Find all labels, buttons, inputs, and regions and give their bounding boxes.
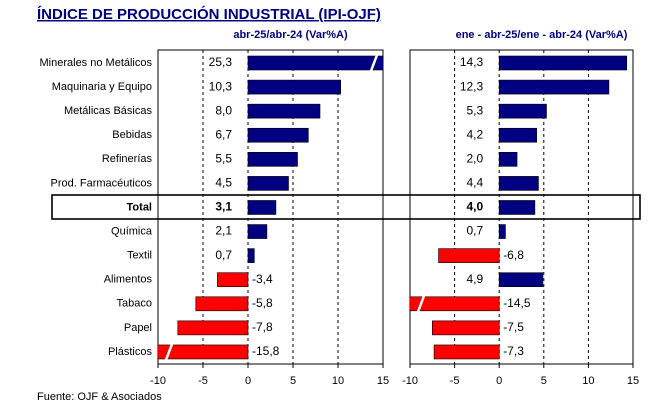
value-label: 3,1 (215, 200, 232, 214)
bar (195, 296, 249, 312)
axis-break (416, 295, 426, 313)
value-label: 14,3 (460, 55, 484, 69)
axis-break (164, 343, 174, 361)
x-tick-label: 5 (290, 375, 296, 387)
plot-frame (409, 49, 634, 365)
x-tick-label: -10 (402, 375, 418, 387)
bar (410, 296, 500, 312)
value-label: 4,4 (467, 176, 484, 190)
x-tick-label: 15 (377, 375, 389, 387)
category-label: Prod. Farmacéuticos (51, 177, 153, 189)
value-label: -7,8 (252, 320, 273, 334)
value-label: -5,8 (252, 296, 273, 310)
x-tick-label: -10 (150, 375, 166, 387)
bar (247, 152, 298, 167)
value-label: 8,0 (215, 103, 232, 117)
value-label: 5,5 (215, 151, 232, 165)
bar (438, 248, 500, 263)
value-label: 0,7 (215, 248, 232, 262)
value-label: 4,0 (467, 200, 484, 214)
value-label: 2,0 (467, 151, 484, 165)
bar (177, 320, 249, 336)
bar (247, 79, 341, 95)
bar (247, 103, 321, 119)
category-label: Bebidas (112, 129, 152, 141)
axis-break (369, 54, 379, 72)
bar (247, 224, 268, 239)
bar (498, 272, 544, 288)
bar (498, 176, 539, 191)
bar (498, 55, 628, 71)
value-label: 5,3 (467, 103, 484, 117)
bar (247, 55, 383, 71)
category-label: Alimentos (104, 274, 153, 286)
bar (247, 176, 289, 191)
panel-subtitle: ene - abr-25/ene - abr-24 (Var%A) (456, 29, 628, 41)
category-label: Papel (124, 322, 152, 334)
category-label: Química (111, 225, 153, 237)
x-tick-label: 5 (541, 375, 547, 387)
bar (433, 344, 500, 360)
value-label: 25,3 (209, 55, 233, 69)
value-label: 4,2 (467, 127, 484, 141)
bar (498, 224, 506, 239)
category-label: Tabaco (117, 298, 152, 310)
bar (247, 200, 277, 215)
x-tick-label: 15 (627, 375, 639, 387)
bar (217, 272, 249, 288)
value-label: 2,1 (215, 224, 232, 238)
value-label: -6,8 (503, 248, 524, 262)
bar (247, 127, 309, 143)
category-label: Minerales no Metálicos (40, 57, 153, 69)
panel-subtitle: abr-25/abr-24 (Var%A) (233, 29, 348, 41)
category-label: Refinerías (102, 153, 153, 165)
bar (498, 103, 547, 119)
x-tick-label: -5 (198, 375, 208, 387)
value-label: 0,7 (467, 224, 484, 238)
category-label: Plásticos (108, 346, 153, 358)
bar (498, 79, 610, 95)
x-tick-label: -5 (450, 375, 460, 387)
highlight-box (51, 194, 641, 220)
value-label: -7,5 (503, 320, 524, 334)
bars (410, 55, 628, 360)
bar (498, 200, 536, 215)
category-label: Total (127, 201, 152, 213)
x-tick-label: 10 (332, 375, 344, 387)
bars (158, 54, 383, 361)
bar (498, 127, 537, 143)
bar (158, 344, 249, 360)
value-label: 10,3 (209, 79, 233, 93)
plot-frame (157, 49, 384, 365)
x-tick-label: 0 (496, 375, 502, 387)
category-label: Metálicas Básicas (64, 105, 153, 117)
chart-title: ÍNDICE DE PRODUCCIÓN INDUSTRIAL (IPI-OJF… (37, 5, 381, 23)
x-tick-label: 10 (582, 375, 594, 387)
category-label: Textil (127, 250, 152, 262)
value-label: 12,3 (460, 79, 484, 93)
source: Fuente: OJF & Asociados (37, 391, 162, 403)
value-label: 4,9 (467, 272, 484, 286)
value-label: 4,5 (215, 176, 232, 190)
value-label: 6,7 (215, 127, 232, 141)
bar (247, 248, 255, 263)
value-label: -14,5 (503, 296, 531, 310)
category-label: Maquinaria y Equipo (52, 81, 152, 93)
bar (498, 152, 518, 167)
value-label: -7,3 (503, 344, 524, 358)
x-tick-label: 0 (245, 375, 251, 387)
bar (431, 320, 500, 336)
value-label: -15,8 (252, 344, 280, 358)
value-label: -3,4 (252, 272, 273, 286)
